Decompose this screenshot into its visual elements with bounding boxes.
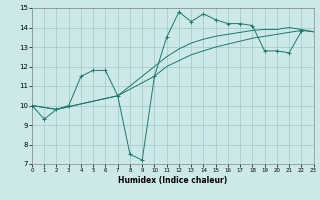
X-axis label: Humidex (Indice chaleur): Humidex (Indice chaleur) [118, 176, 228, 185]
